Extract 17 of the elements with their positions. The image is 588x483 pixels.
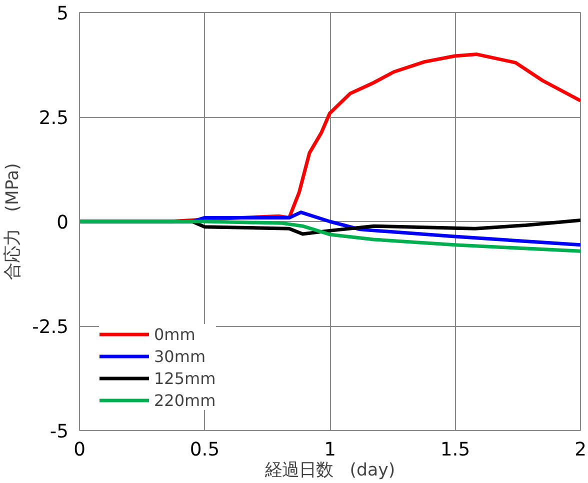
x-tick-label: 1: [324, 440, 336, 460]
x-axis-title: 経過日数 (day): [264, 460, 396, 480]
legend-label: 30mm: [154, 346, 206, 366]
legend-label: 125mm: [154, 368, 216, 388]
x-tick-label: 0: [74, 440, 86, 460]
line-series: [80, 220, 580, 253]
legend-label: 220mm: [154, 390, 216, 410]
x-tick-label: 1.5: [440, 440, 470, 460]
y-axis-title: 合応力 (MPa): [3, 163, 24, 280]
y-tick-label: -5: [50, 422, 69, 442]
x-tick-label: 0.5: [190, 440, 220, 460]
y-tick-label: 0: [56, 212, 69, 234]
y-tick-label: 5: [56, 4, 69, 24]
x-tick-label: 2: [574, 440, 586, 460]
y-tick-label: -2.5: [32, 317, 69, 338]
legend-label: 0mm: [154, 324, 196, 344]
y-tick-label: 2.5: [38, 108, 68, 129]
